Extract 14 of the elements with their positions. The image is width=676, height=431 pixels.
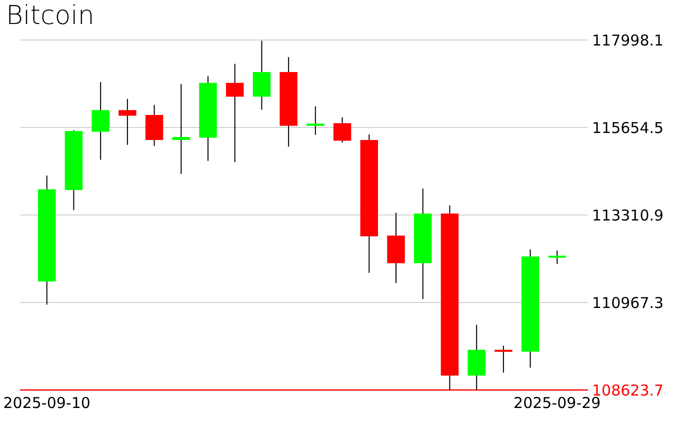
y-tick-label: 115654.5 xyxy=(592,118,664,137)
candlestick xyxy=(494,345,512,374)
candlestick xyxy=(92,82,110,160)
y-tick-label: 113310.9 xyxy=(592,206,664,224)
y-tick-label: 110967.3 xyxy=(592,294,664,312)
x-tick-label: 2025-09-10 xyxy=(3,394,90,412)
candlestick xyxy=(548,250,566,264)
chart-title: Bitcoin xyxy=(6,1,94,31)
candlestick xyxy=(226,63,244,163)
y-tick-label: 117998.1 xyxy=(592,31,664,50)
candlestick xyxy=(306,106,324,136)
candlestick xyxy=(333,116,352,144)
candlestick xyxy=(118,98,136,146)
candlestick xyxy=(172,83,190,174)
